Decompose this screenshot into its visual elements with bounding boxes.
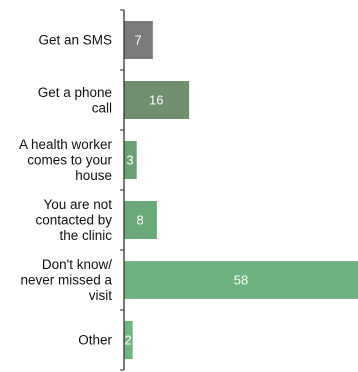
category-label: Don't know/never missed a visit (20, 257, 112, 303)
category-label: You are not contacted by the clinic (35, 197, 112, 243)
category-label: Get a phone call (38, 85, 112, 116)
value-labels-layer: 7 16 3 8 58 2 (124, 33, 248, 348)
bar (124, 141, 137, 179)
category-label: Other (78, 333, 112, 348)
bar-value-label: 3 (126, 153, 133, 168)
bars-layer (124, 21, 358, 359)
bar (124, 81, 190, 119)
bar-value-label: 2 (124, 333, 131, 348)
bar-value-label: 7 (135, 33, 142, 48)
bar (124, 21, 153, 59)
category-label: A health worker comes to your house (19, 137, 113, 183)
bar-value-label: 16 (149, 93, 163, 108)
bar (124, 201, 157, 239)
bar-value-label: 58 (234, 273, 248, 288)
bar-value-label: 8 (137, 213, 144, 228)
category-labels-layer: Get an SMS Get a phone call A health worker… (19, 33, 113, 348)
bar (124, 321, 133, 359)
bar (124, 261, 358, 299)
y-axis (120, 9, 125, 371)
category-label: Get an SMS (38, 33, 112, 48)
